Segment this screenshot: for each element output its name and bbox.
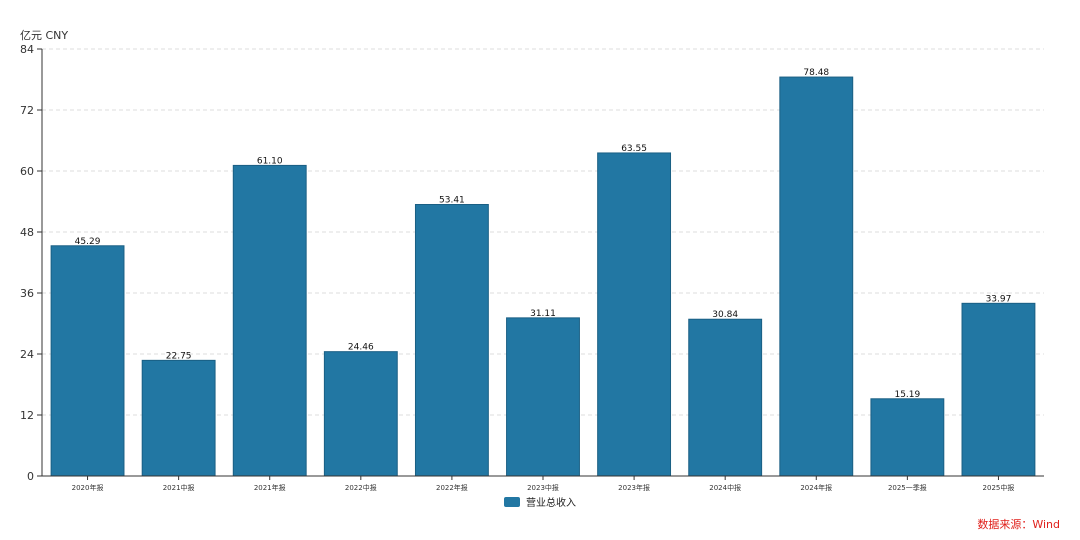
bar-value-label: 78.48 <box>803 68 829 78</box>
bar[interactable] <box>597 152 672 477</box>
bar-value-label: 45.29 <box>75 237 101 247</box>
bar[interactable] <box>414 203 489 477</box>
x-tick-label: 2023中报 <box>527 483 559 492</box>
bar-value-label: 61.10 <box>257 156 283 166</box>
bar[interactable] <box>779 76 854 477</box>
x-tick-label: 2023年报 <box>618 483 650 492</box>
bar[interactable] <box>870 398 945 477</box>
bar-value-label: 33.97 <box>986 294 1012 304</box>
y-tick-label: 60 <box>20 165 34 178</box>
bar-value-label: 22.75 <box>166 351 192 361</box>
bar[interactable] <box>506 317 580 477</box>
y-tick-label: 48 <box>20 226 34 239</box>
x-tick-label: 2022年报 <box>436 483 468 492</box>
labels: 45.29 22.75 61.10 24.46 53.41 31.11 63.55 30.84… <box>75 68 1012 400</box>
bar-value-label: 53.41 <box>439 195 465 205</box>
y-tick-label: 0 <box>27 470 34 483</box>
bar-value-label: 63.55 <box>621 144 647 154</box>
y-tick-label: 72 <box>20 104 34 117</box>
bar-value-label: 24.46 <box>348 343 374 353</box>
bar[interactable] <box>323 351 398 477</box>
x-tick-label: 2024年报 <box>800 483 832 492</box>
x-tick-label: 2021中报 <box>163 483 195 492</box>
x-tick-label: 2024中报 <box>709 483 741 492</box>
bars <box>50 76 1036 477</box>
bar-value-label: 31.11 <box>530 309 556 319</box>
y-axis-unit-label: 亿元 CNY <box>20 29 69 42</box>
bar[interactable] <box>50 245 125 477</box>
x-tick-label: 2021年报 <box>254 483 286 492</box>
bar[interactable] <box>232 164 307 477</box>
bar-value-label: 15.19 <box>894 390 920 400</box>
y-tick-label: 36 <box>20 287 34 300</box>
x-tick-label: 2022中报 <box>345 483 377 492</box>
x-tick-label: 2020年报 <box>72 483 104 492</box>
data-source-label: 数据来源：Wind <box>977 518 1060 531</box>
x-tick-label: 2025中报 <box>983 483 1015 492</box>
bar[interactable] <box>688 318 763 477</box>
legend-label: 营业总收入 <box>526 498 576 509</box>
y-tick-label: 84 <box>20 43 34 56</box>
y-tick-label: 24 <box>20 348 34 361</box>
legend[interactable]: 营业总收入 <box>0 494 1080 509</box>
bar[interactable] <box>961 302 1036 477</box>
bar[interactable] <box>141 359 216 477</box>
legend-swatch <box>504 496 520 507</box>
axes: 0 12 24 36 48 60 72 84 2020年报 2021中报 2021年报 2022中报 2… <box>20 43 1044 492</box>
x-tick-label: 2025一季报 <box>888 483 927 492</box>
y-tick-label: 12 <box>20 409 34 422</box>
bar-value-label: 30.84 <box>712 310 738 320</box>
